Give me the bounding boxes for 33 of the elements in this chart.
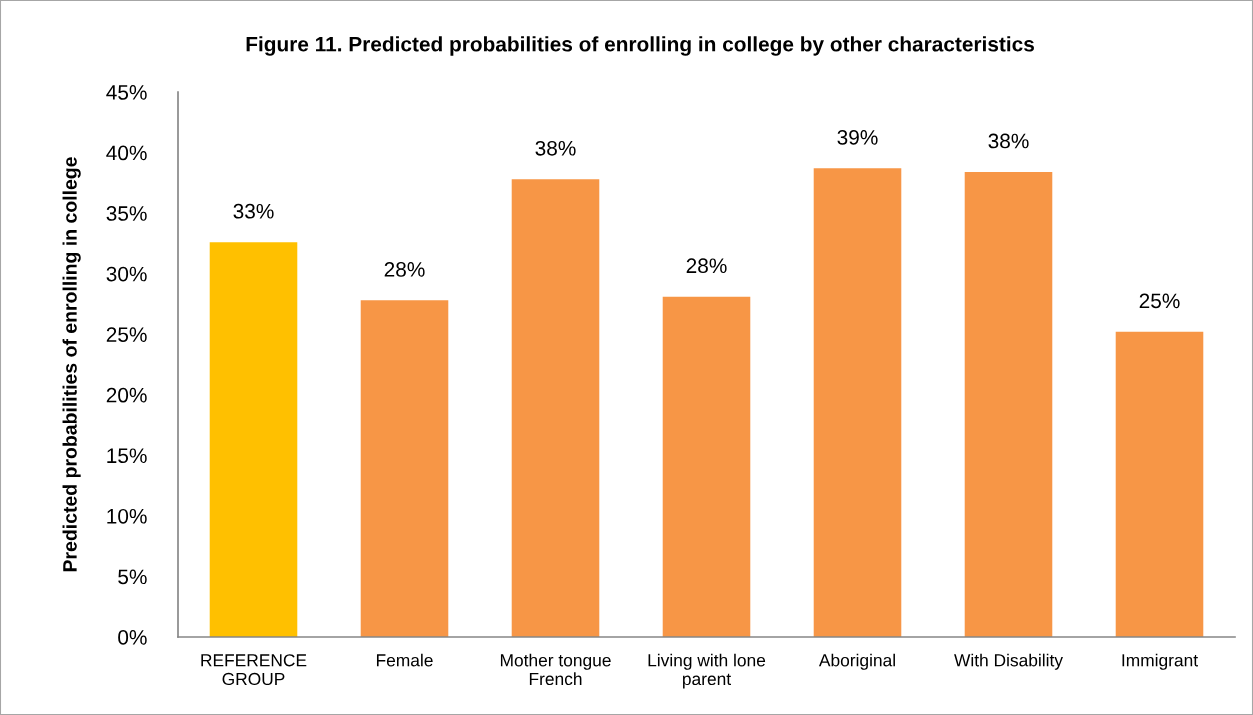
y-tick-label: 20% [106, 387, 147, 403]
data-label: 38% [988, 133, 1029, 149]
x-tick-label: REFERENCE GROUP [201, 654, 307, 686]
x-tick-label: Female [376, 653, 433, 667]
bar [511, 179, 600, 637]
y-tick-label: 25% [106, 327, 147, 342]
y-tick-label: 0% [118, 630, 147, 645]
y-tick-label: 45% [106, 85, 147, 100]
y-tick-label: 10% [107, 508, 147, 524]
x-tick-label: Immigrant [1122, 653, 1198, 670]
bar [662, 296, 751, 637]
data-label: 38% [535, 140, 576, 156]
chart-title: Figure 11. Predicted probabilities of enrolling in college by other characteristics [246, 36, 1034, 56]
data-label: 25% [1139, 293, 1180, 309]
bar [813, 168, 902, 637]
bar [964, 171, 1053, 637]
data-label: 28% [686, 258, 727, 274]
y-axis-title: Predicted probabilities of enrolling in college [62, 157, 81, 572]
y-tick-label: 40% [106, 145, 147, 161]
x-tick-label: Mother tongue French [500, 653, 611, 686]
data-label: 33% [233, 203, 274, 219]
y-tick-label: 15% [107, 448, 147, 464]
data-label: 28% [384, 262, 425, 277]
data-label: 39% [837, 129, 878, 145]
y-tick-label: 35% [106, 206, 147, 221]
bar [209, 242, 298, 637]
y-tick-label: 30% [106, 266, 147, 282]
x-tick-label: With Disability [954, 653, 1063, 670]
bar [360, 300, 449, 637]
x-tick-label: Aboriginal [818, 653, 895, 670]
y-tick-label: 5% [118, 569, 147, 585]
bar [1115, 331, 1204, 637]
x-tick-label: Living with lone parent [648, 653, 766, 689]
